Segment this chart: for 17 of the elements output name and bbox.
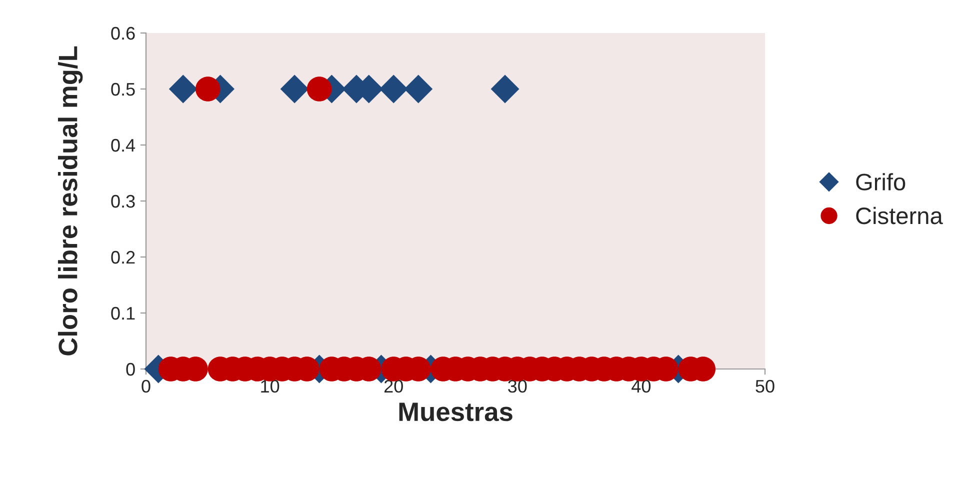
y-tick-label: 0 [126, 362, 135, 376]
y-tick-label: 0.4 [111, 138, 136, 152]
x-tick-label: 40 [632, 380, 651, 393]
x-axis-title: Muestras [399, 402, 512, 422]
x-tick-label: 10 [261, 380, 280, 393]
x-tick-label: 0 [142, 380, 150, 393]
y-tick-label: 0.3 [111, 194, 135, 208]
x-tick-label: 20 [384, 380, 403, 393]
legend-label: Cisterna [856, 206, 943, 224]
y-tick-label: 0.1 [111, 306, 135, 320]
y-tick-label: 0.2 [111, 250, 135, 264]
x-tick-label: 50 [756, 380, 774, 393]
y-tick-label: 0.6 [111, 26, 135, 40]
y-tick-label: 0.5 [111, 82, 135, 96]
legend-label: Grifo [856, 173, 906, 190]
x-tick-label: 30 [508, 380, 527, 393]
y-axis-title: Cloro libre residual mg/L [58, 46, 83, 356]
